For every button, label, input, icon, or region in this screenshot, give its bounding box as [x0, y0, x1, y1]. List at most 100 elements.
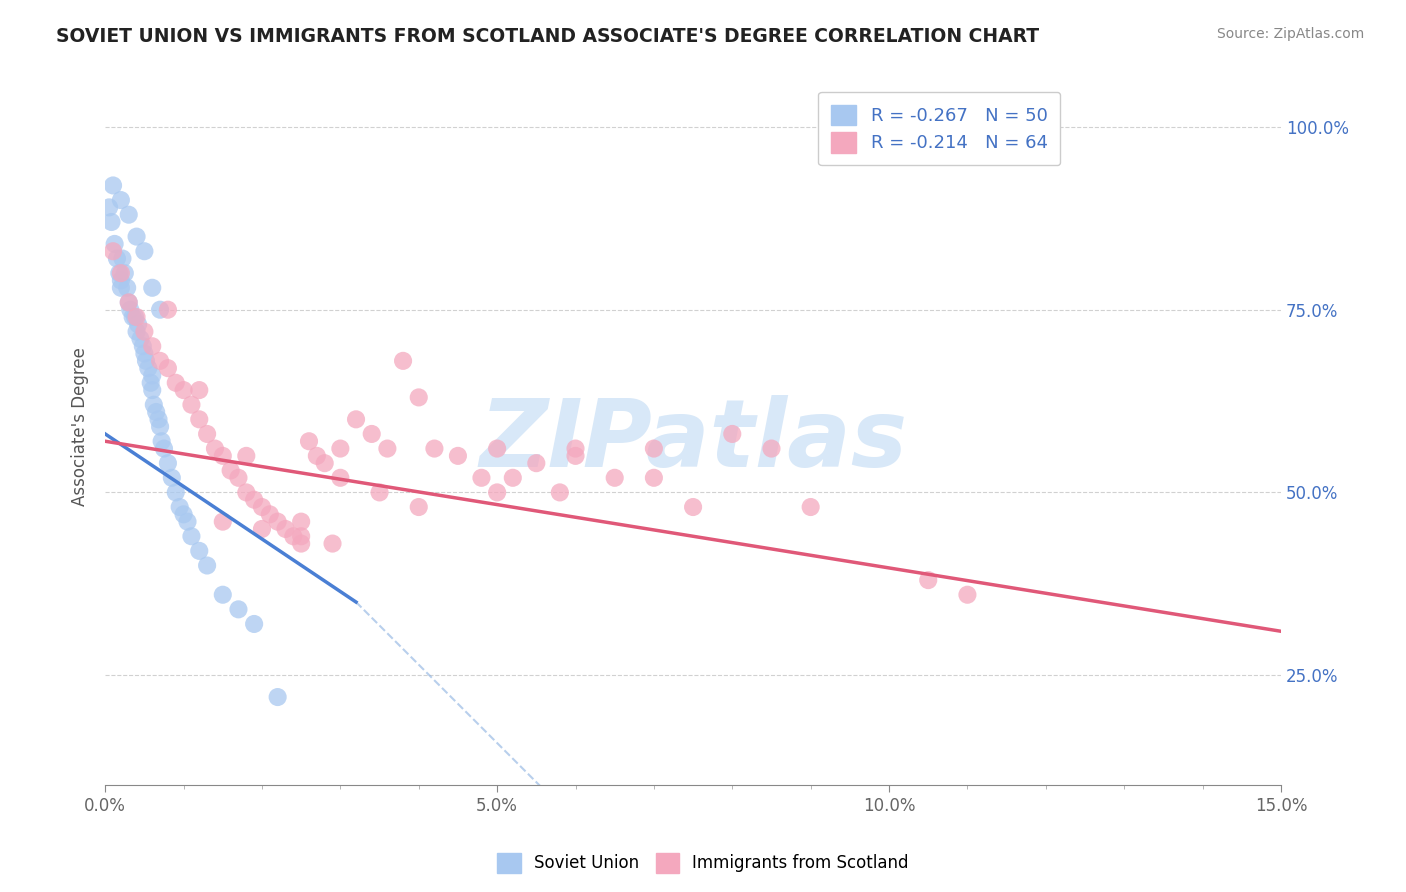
Point: [110, 193, 132, 207]
Point: [408, 500, 430, 514]
Point: [211, 515, 233, 529]
Point: [447, 449, 470, 463]
Point: [548, 485, 571, 500]
Point: [165, 376, 187, 390]
Point: [228, 602, 250, 616]
Point: [211, 449, 233, 463]
Point: [259, 508, 281, 522]
Point: [124, 310, 146, 324]
Point: [290, 515, 312, 529]
Point: [917, 573, 939, 587]
Legend: R = -0.267   N = 50, R = -0.214   N = 64: R = -0.267 N = 50, R = -0.214 N = 64: [818, 92, 1060, 165]
Point: [139, 376, 162, 390]
Point: [105, 252, 128, 266]
Point: [564, 449, 586, 463]
Point: [392, 354, 415, 368]
Point: [141, 368, 163, 383]
Point: [219, 463, 242, 477]
Point: [118, 295, 141, 310]
Point: [169, 500, 191, 514]
Point: [127, 318, 149, 332]
Point: [250, 500, 273, 514]
Point: [266, 690, 288, 704]
Point: [156, 456, 179, 470]
Point: [141, 281, 163, 295]
Point: [204, 442, 226, 456]
Point: [603, 471, 626, 485]
Point: [470, 471, 492, 485]
Point: [149, 302, 172, 317]
Point: [188, 412, 211, 426]
Text: ZIPatlas: ZIPatlas: [479, 395, 907, 487]
Point: [114, 266, 136, 280]
Point: [305, 449, 328, 463]
Point: [283, 529, 305, 543]
Legend: Soviet Union, Immigrants from Scotland: Soviet Union, Immigrants from Scotland: [491, 847, 915, 880]
Point: [176, 515, 198, 529]
Point: [298, 434, 321, 449]
Point: [160, 471, 183, 485]
Point: [682, 500, 704, 514]
Point: [135, 354, 157, 368]
Point: [322, 536, 344, 550]
Point: [211, 588, 233, 602]
Point: [643, 442, 665, 456]
Point: [228, 471, 250, 485]
Point: [290, 529, 312, 543]
Point: [195, 558, 218, 573]
Point: [524, 456, 547, 470]
Point: [423, 442, 446, 456]
Point: [173, 383, 195, 397]
Point: [165, 485, 187, 500]
Point: [110, 281, 132, 295]
Point: [329, 471, 352, 485]
Point: [761, 442, 783, 456]
Point: [115, 281, 138, 295]
Point: [643, 471, 665, 485]
Point: [129, 332, 152, 346]
Point: [141, 339, 163, 353]
Point: [329, 442, 352, 456]
Point: [188, 544, 211, 558]
Point: [250, 522, 273, 536]
Point: [101, 178, 124, 193]
Point: [118, 295, 141, 310]
Point: [98, 200, 121, 214]
Point: [156, 361, 179, 376]
Point: [721, 426, 744, 441]
Point: [134, 346, 156, 360]
Point: [344, 412, 367, 426]
Point: [195, 426, 218, 441]
Point: [502, 471, 524, 485]
Y-axis label: Associate's Degree: Associate's Degree: [72, 347, 89, 506]
Point: [149, 419, 172, 434]
Text: SOVIET UNION VS IMMIGRANTS FROM SCOTLAND ASSOCIATE'S DEGREE CORRELATION CHART: SOVIET UNION VS IMMIGRANTS FROM SCOTLAND…: [56, 27, 1039, 45]
Point: [173, 508, 195, 522]
Point: [132, 339, 155, 353]
Point: [125, 325, 148, 339]
Point: [110, 266, 132, 280]
Point: [104, 236, 127, 251]
Point: [100, 215, 122, 229]
Point: [486, 442, 509, 456]
Point: [290, 536, 312, 550]
Point: [368, 485, 391, 500]
Point: [180, 398, 202, 412]
Point: [125, 310, 148, 324]
Point: [377, 442, 399, 456]
Point: [956, 588, 979, 602]
Point: [145, 405, 167, 419]
Point: [150, 434, 173, 449]
Point: [188, 383, 211, 397]
Point: [314, 456, 336, 470]
Point: [408, 391, 430, 405]
Point: [149, 354, 172, 368]
Point: [243, 617, 266, 632]
Point: [243, 492, 266, 507]
Point: [134, 244, 156, 259]
Point: [156, 302, 179, 317]
Point: [486, 485, 509, 500]
Point: [111, 252, 134, 266]
Point: [142, 398, 165, 412]
Point: [120, 302, 142, 317]
